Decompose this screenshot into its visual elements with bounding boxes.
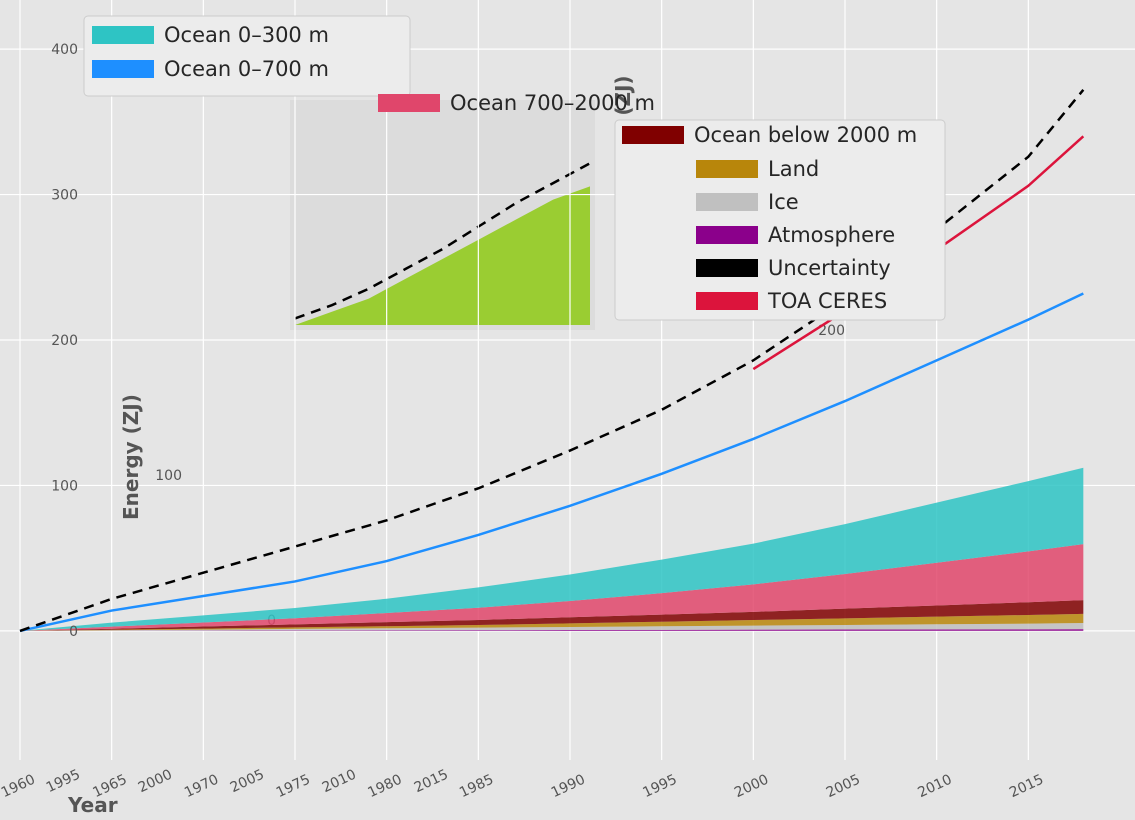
legend-swatch xyxy=(92,26,154,44)
y-tick-label: 300 xyxy=(51,188,78,204)
legend-swatch xyxy=(696,193,758,211)
inset-area xyxy=(295,186,590,325)
y-tick-label: 200 xyxy=(51,333,78,349)
legend-swatch xyxy=(696,292,758,310)
stacked-areas xyxy=(20,467,1084,631)
legend-label: Ocean 0–300 m xyxy=(164,23,329,47)
inset-areas xyxy=(294,162,591,325)
area-ice xyxy=(20,623,1084,631)
y-axis-title: Energy (ZJ) xyxy=(119,394,143,520)
area-ocean-below-2000-m xyxy=(20,600,1084,631)
legend-label: Ocean 700–2000 m xyxy=(450,91,655,115)
legend-box-a xyxy=(83,15,411,97)
inset-y-tick-label: 100 xyxy=(155,468,182,484)
inset-y-tick-label: 200 xyxy=(818,323,845,339)
y-tick-label: 100 xyxy=(51,478,78,494)
y-tick-labels: 0 100 200 300 400 xyxy=(51,42,78,640)
legend-label: Uncertainty xyxy=(768,256,891,280)
legend-swatch xyxy=(696,259,758,277)
x-axis-title: Year xyxy=(67,793,118,817)
legend-swatch xyxy=(92,60,154,78)
area-land xyxy=(20,613,1084,631)
area-atmosphere xyxy=(20,629,1084,631)
y-tick-label: 0 xyxy=(69,624,78,640)
legend-label: Ocean below 2000 m xyxy=(694,123,917,147)
legend-label: Ice xyxy=(768,190,799,214)
line-ocean-0-700-m xyxy=(19,292,1084,633)
legend-label: Atmosphere xyxy=(768,223,895,247)
legend-label: Land xyxy=(768,157,819,181)
area-ocean-0-300-m xyxy=(20,467,1084,631)
y-tick-label: 400 xyxy=(51,42,78,58)
legend-label: Ocean 0–700 m xyxy=(164,57,329,81)
legend-swatch xyxy=(696,226,758,244)
inset-uncertainty-line xyxy=(294,162,591,320)
legend-swatch xyxy=(622,126,684,144)
area-ocean-700-2000-m xyxy=(20,544,1084,631)
inset-panel: Energy change (ZJ) 19952000200520102015 … xyxy=(44,75,845,796)
legend-swatch xyxy=(696,160,758,178)
legend-label: TOA CERES xyxy=(767,289,887,313)
legend: Ocean 0–300 m Ocean 0–700 m Ocean 700–2000… xyxy=(83,15,946,321)
legend-swatch xyxy=(378,94,440,112)
